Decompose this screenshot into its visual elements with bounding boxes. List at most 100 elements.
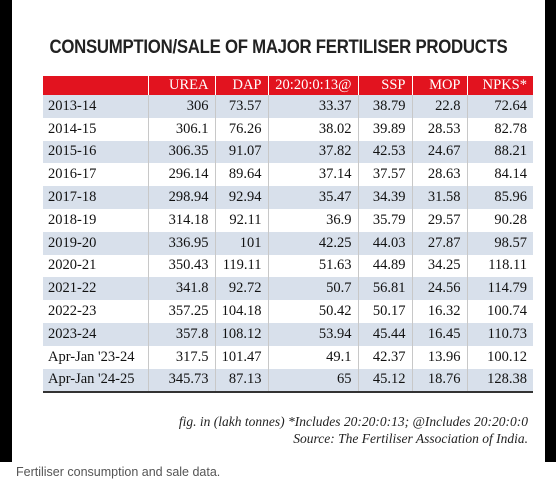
dap-cell: 73.57 — [215, 95, 269, 118]
table-row: 2017-18 298.94 92.94 35.47 34.39 31.58 85.96 — [43, 186, 533, 209]
ssp-cell: 34.39 — [358, 186, 413, 209]
year-cell: 2019-20 — [43, 231, 149, 255]
year-cell: 2022-23 — [43, 300, 149, 323]
npks-cell: 100.12 — [487, 348, 527, 365]
20-20-0-13-cell: 65 — [268, 368, 359, 394]
20-20-0-13-cell: 37.82 — [268, 140, 359, 164]
20-20-0-13-cell: 38.02 — [268, 117, 359, 141]
dap-cell: 91.07 — [215, 140, 269, 164]
table-row: 2023-24 357.8 108.12 53.94 45.44 16.45 110.73 — [43, 322, 533, 346]
dap-cell: 92.94 — [215, 186, 269, 209]
20-20-0-13-cell: 35.47 — [268, 186, 359, 209]
20-20-0-13-cell: 33.37 — [268, 95, 359, 118]
ssp-cell: 42.37 — [358, 345, 413, 369]
dap-cell: 87.13 — [215, 368, 269, 394]
urea-cell: 357.8 — [148, 322, 216, 346]
caption-text: Fertiliser consumption and sale data. — [16, 465, 221, 479]
urea-cell: 314.18 — [148, 208, 216, 232]
urea-cell: 350.43 — [148, 254, 216, 278]
units-footnote: fig. in (lakh tonnes) *Includes 20:20:0:… — [178, 414, 528, 429]
header-row: UREA DAP 20:20:0:13@ SSP MOP NPKS* — [43, 76, 533, 95]
npks-cell: 114.79 — [467, 277, 533, 301]
mop-cell: 16.45 — [412, 322, 468, 346]
npks-cell: 88.21 — [467, 140, 533, 164]
20-20-0-13-cell: 42.25 — [268, 231, 359, 255]
table-row: 2020-21 350.43 119.11 51.63 44.89 34.25 118.11 — [43, 254, 533, 278]
table-row: 2016-17 296.14 89.64 37.14 37.57 28.63 84.14 — [43, 163, 533, 187]
dap-cell: 92.72 — [215, 277, 269, 301]
npks-cell: 85.96 — [467, 186, 533, 209]
20-20-0-13-cell: 36.9 — [268, 208, 359, 232]
urea-cell: 306 — [148, 95, 216, 118]
year-cell: 2013-14 — [43, 95, 149, 118]
dap-cell: 92.11 — [215, 208, 269, 232]
ssp-cell: 39.89 — [358, 117, 413, 141]
ssp-cell: 45.12 — [358, 368, 413, 394]
ssp-cell: 37.57 — [358, 163, 413, 187]
20-20-0-13-cell: 49.1 — [268, 345, 359, 369]
mop-cell: 24.56 — [412, 277, 468, 301]
mop-cell: 24.67 — [412, 140, 468, 164]
fertiliser-table: UREA DAP 20:20:0:13@ SSP MOP NPKS* 2013-… — [43, 76, 533, 394]
urea-cell: 317.5 — [148, 345, 216, 369]
column-header-mop: MOP — [412, 76, 468, 95]
20-20-0-13-cell: 50.7 — [268, 277, 359, 301]
table-row: Apr-Jan '23-24 317.5 101.47 49.1 42.37 13.96 1… — [43, 345, 533, 369]
urea-cell: 341.8 — [148, 277, 216, 301]
column-header-npks: NPKS* — [467, 76, 533, 95]
npks-cell: 118.11 — [488, 257, 527, 274]
ssp-cell: 35.79 — [358, 208, 413, 232]
mop-cell: 27.87 — [412, 231, 468, 255]
npks-cell: 110.73 — [467, 322, 533, 346]
dap-cell: 104.18 — [215, 300, 269, 323]
npks-cell: 84.14 — [494, 166, 527, 183]
column-header-ssp: SSP — [358, 76, 413, 95]
mop-cell: 18.76 — [412, 368, 468, 394]
npks-cell: 128.38 — [467, 368, 533, 394]
mop-cell: 28.53 — [412, 117, 468, 141]
urea-cell: 336.95 — [148, 231, 216, 255]
mop-cell: 28.63 — [412, 163, 468, 187]
table-row: 2014-15 306.1 76.26 38.02 39.89 28.53 82.78 — [43, 117, 533, 141]
urea-cell: 298.94 — [148, 186, 216, 209]
table-row: 2013-14 306 73.57 33.37 38.79 22.8 72.64 — [43, 95, 533, 118]
column-header-dap: DAP — [215, 76, 269, 95]
ssp-cell: 42.53 — [358, 140, 413, 164]
column-header-20-20-0-13: 20:20:0:13@ — [268, 76, 359, 95]
year-cell: 2015-16 — [43, 140, 149, 164]
dap-cell: 101 — [215, 231, 269, 255]
table-row: Apr-Jan '24-25 345.73 87.13 65 45.12 18.76 128… — [43, 368, 533, 394]
source-note: Source: The Fertiliser Association of In… — [293, 431, 528, 446]
year-cell: 2016-17 — [43, 163, 149, 187]
urea-cell: 357.25 — [148, 300, 216, 323]
infographic-card: CONSUMPTION/SALE OF MAJOR FERTILISER PRO… — [12, 0, 545, 462]
ssp-cell: 56.81 — [358, 277, 413, 301]
mop-cell: 34.25 — [412, 254, 468, 278]
table-row: 2018-19 314.18 92.11 36.9 35.79 29.57 90.28 — [43, 208, 533, 232]
table-row: 2019-20 336.95 101 42.25 44.03 27.87 98.57 — [43, 231, 533, 255]
year-cell: 2017-18 — [43, 186, 149, 209]
npks-cell: 82.78 — [494, 120, 527, 137]
mop-cell: 31.58 — [412, 186, 468, 209]
year-cell: 2021-22 — [43, 277, 149, 301]
ssp-cell: 38.79 — [358, 95, 413, 118]
dap-cell: 108.12 — [215, 322, 269, 346]
urea-cell: 296.14 — [148, 163, 216, 187]
npks-cell: 100.74 — [487, 303, 527, 320]
image-caption: Fertiliser consumption and sale data. — [0, 462, 556, 482]
year-cell: 2020-21 — [43, 254, 149, 278]
mop-cell: 16.32 — [412, 300, 468, 323]
year-cell: Apr-Jan '23-24 — [43, 345, 149, 369]
dap-cell: 119.11 — [215, 254, 269, 278]
dap-cell: 76.26 — [215, 117, 269, 141]
ssp-cell: 44.03 — [358, 231, 413, 255]
mop-cell: 22.8 — [412, 95, 468, 118]
table-row: 2021-22 341.8 92.72 50.7 56.81 24.56 114.79 — [43, 277, 533, 301]
20-20-0-13-cell: 51.63 — [268, 254, 359, 278]
ssp-cell: 45.44 — [358, 322, 413, 346]
ssp-cell: 44.89 — [358, 254, 413, 278]
dap-cell: 101.47 — [215, 345, 269, 369]
year-cell: Apr-Jan '24-25 — [43, 368, 149, 394]
year-cell: 2014-15 — [43, 117, 149, 141]
urea-cell: 306.1 — [148, 117, 216, 141]
